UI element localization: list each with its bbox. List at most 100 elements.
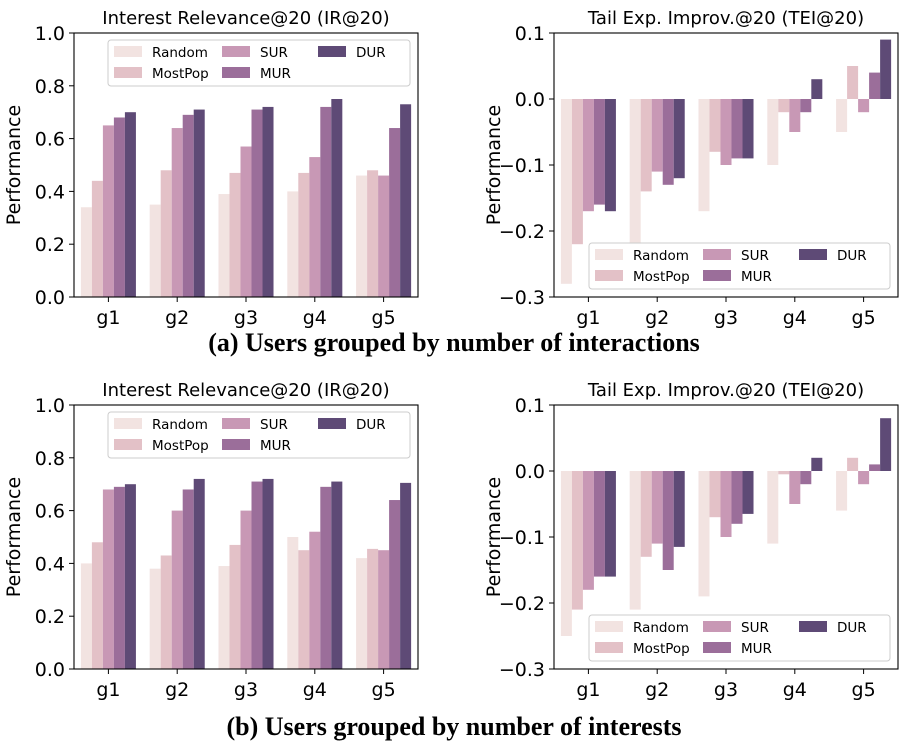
y-tick-label: −0.2 xyxy=(499,593,545,615)
chart-title: Tail Exp. Improv.@20 (TEI@20) xyxy=(587,380,864,401)
legend-swatch-dur xyxy=(318,418,346,429)
x-tick-label: g5 xyxy=(372,307,396,329)
plot-frame xyxy=(73,32,419,298)
bar-random-g1 xyxy=(560,471,572,636)
bar-dur-g3 xyxy=(262,478,274,669)
y-tick-label: 0.0 xyxy=(515,461,545,483)
plot-frame xyxy=(553,404,899,670)
y-tick-label: 0.0 xyxy=(515,89,545,111)
bar-sur-g3 xyxy=(720,471,732,537)
bar-mostpop-g1 xyxy=(91,180,103,297)
bar-mostpop-g4 xyxy=(778,99,790,113)
legend-label-mur: MUR xyxy=(260,438,291,454)
x-tick-label: g3 xyxy=(234,307,258,329)
bar-mur-g5 xyxy=(869,464,881,471)
bar-random-g5 xyxy=(836,471,848,511)
bar-random-g2 xyxy=(629,99,641,245)
x-tick-label: g4 xyxy=(303,679,327,701)
bar-sur-g4 xyxy=(789,471,801,504)
bar-mostpop-g2 xyxy=(160,170,172,297)
bar-dur-g4 xyxy=(331,99,343,297)
legend-swatch-sur xyxy=(222,418,250,429)
legend-swatch-sur xyxy=(703,249,731,260)
bar-mostpop-g4 xyxy=(298,172,310,297)
bar-random-g1 xyxy=(560,99,572,284)
legend-swatch-mur xyxy=(703,270,731,281)
bar-mostpop-g2 xyxy=(640,471,652,557)
bar-sur-g1 xyxy=(582,471,594,590)
bar-dur-g3 xyxy=(262,106,274,297)
bar-sur-g4 xyxy=(309,157,321,297)
y-tick-label: 0.2 xyxy=(35,234,65,256)
bar-mur-g5 xyxy=(869,72,881,99)
caption-b: (b) Users grouped by number of interests xyxy=(226,712,682,741)
bar-sur-g1 xyxy=(582,99,594,212)
bar-mur-g3 xyxy=(731,471,743,524)
y-tick-label: −0.1 xyxy=(499,155,545,177)
y-tick-label: 1.0 xyxy=(35,23,65,45)
bar-dur-g1 xyxy=(604,471,616,577)
bar-sur-g3 xyxy=(240,510,252,669)
bar-mur-g1 xyxy=(113,117,125,297)
bar-sur-g5 xyxy=(858,99,870,113)
legend-swatch-dur xyxy=(318,46,346,57)
y-tick-label: 0.0 xyxy=(35,287,65,309)
bar-mur-g3 xyxy=(251,481,263,669)
x-tick-label: g1 xyxy=(96,679,120,701)
bar-random-g5 xyxy=(356,175,368,297)
y-axis-label: Performance xyxy=(3,477,25,597)
x-tick-label: g2 xyxy=(165,307,189,329)
bar-random-g2 xyxy=(149,568,161,669)
bar-dur-g5 xyxy=(880,39,892,99)
bar-random-g3 xyxy=(218,194,230,297)
chart-title: Interest Relevance@20 (IR@20) xyxy=(102,8,389,29)
bar-mur-g2 xyxy=(182,489,194,669)
bar-mostpop-g4 xyxy=(778,471,790,475)
x-tick-label: g5 xyxy=(852,679,876,701)
x-tick-label: g4 xyxy=(303,307,327,329)
bar-random-g5 xyxy=(836,99,848,132)
x-tick-label: g1 xyxy=(576,307,600,329)
y-axis-label: Performance xyxy=(483,477,505,597)
bar-dur-g2 xyxy=(193,478,205,669)
x-tick-label: g5 xyxy=(852,307,876,329)
legend-swatch-random xyxy=(114,418,142,429)
bar-random-g3 xyxy=(698,471,710,597)
y-tick-label: −0.3 xyxy=(499,659,545,681)
y-tick-label: 0.0 xyxy=(35,659,65,681)
bar-mur-g3 xyxy=(731,99,743,159)
x-tick-label: g2 xyxy=(645,679,669,701)
bar-mur-g1 xyxy=(593,99,605,205)
y-tick-label: −0.2 xyxy=(499,221,545,243)
y-axis-label: Performance xyxy=(483,105,505,225)
legend-swatch-sur xyxy=(222,46,250,57)
bar-mur-g2 xyxy=(662,99,674,185)
y-tick-label: 0.6 xyxy=(35,129,65,151)
bar-mostpop-g3 xyxy=(709,99,721,152)
legend-label-mur: MUR xyxy=(741,641,772,657)
bar-sur-g3 xyxy=(720,99,732,165)
bar-random-g5 xyxy=(356,558,368,669)
legend-label-random: Random xyxy=(152,45,208,61)
x-tick-label: g4 xyxy=(783,307,807,329)
plot-frame xyxy=(73,404,419,670)
bar-sur-g4 xyxy=(789,99,801,132)
legend-label-sur: SUR xyxy=(741,620,769,636)
legend-label-dur: DUR xyxy=(837,620,867,636)
legend-label-dur: DUR xyxy=(356,45,386,61)
legend-swatch-mostpop xyxy=(595,642,623,653)
bar-mostpop-g5 xyxy=(367,548,379,669)
legend: Random MostPop SUR MUR DUR xyxy=(588,614,891,662)
bar-dur-g4 xyxy=(811,457,823,471)
x-tick-label: g1 xyxy=(96,307,120,329)
bar-random-g2 xyxy=(149,204,161,297)
bar-random-g3 xyxy=(218,566,230,669)
bar-mur-g5 xyxy=(389,128,401,297)
bar-dur-g5 xyxy=(880,418,892,471)
bar-dur-g5 xyxy=(400,482,412,669)
legend-label-random: Random xyxy=(633,620,689,636)
chart-title: Interest Relevance@20 (IR@20) xyxy=(102,380,389,401)
bar-mur-g2 xyxy=(662,471,674,570)
bar-dur-g2 xyxy=(193,109,205,297)
